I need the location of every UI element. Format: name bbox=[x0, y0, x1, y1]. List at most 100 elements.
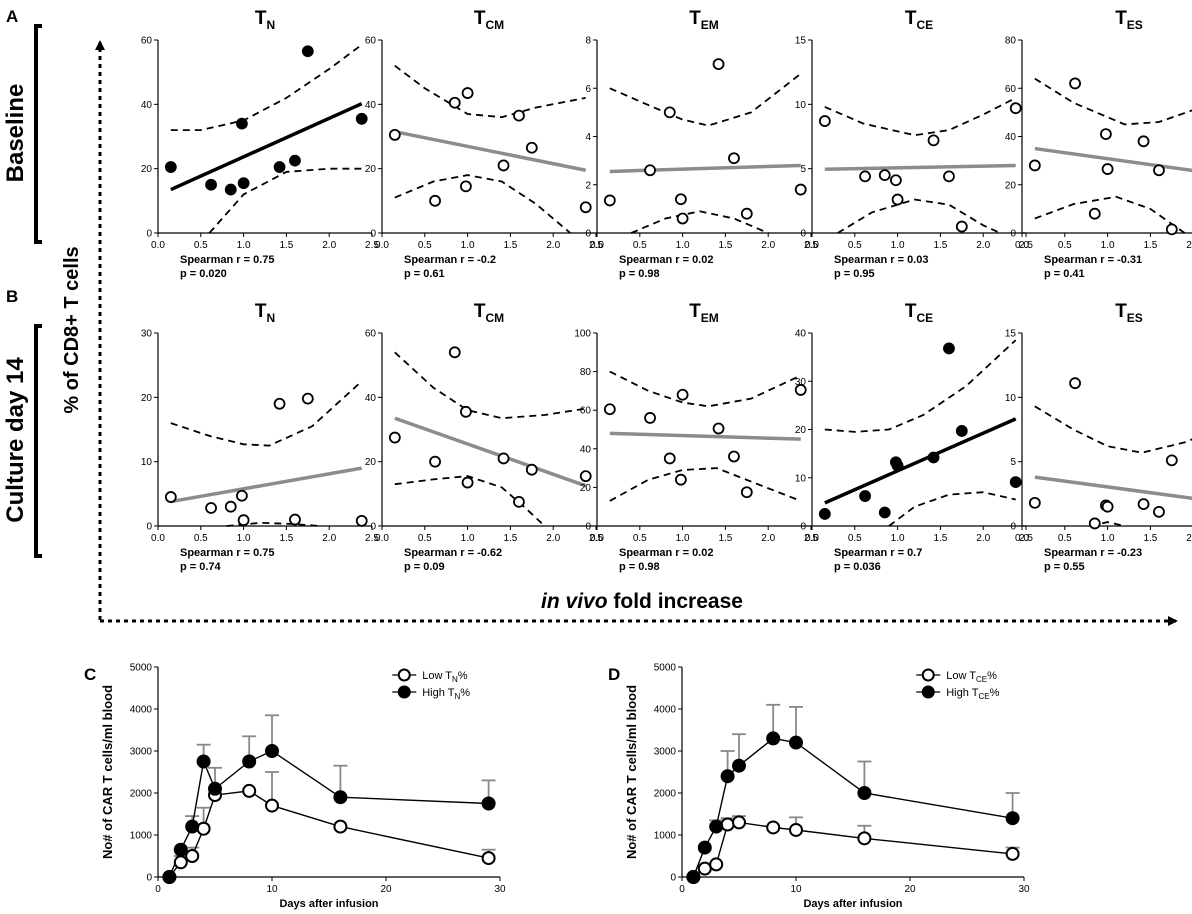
chart-title-sub: N bbox=[266, 18, 275, 32]
x-tick-label: 2.0 bbox=[1186, 240, 1192, 251]
x-tick-label: 0.0 bbox=[1015, 240, 1029, 251]
legend-sub: N bbox=[454, 692, 460, 701]
x-tick-label: 0.0 bbox=[590, 533, 604, 544]
x-tick-label: 1.5 bbox=[933, 533, 947, 544]
data-point bbox=[1028, 496, 1041, 509]
scatter-A-TCE: TCE 0 5 10 15 0.0 0.5 1.0 1.5 2.0 2.5 Spearman r = … bbox=[795, 8, 1034, 280]
legend-sub: CE bbox=[976, 675, 987, 684]
legend-main: High T bbox=[946, 687, 978, 699]
linechart-D: 0 1000 2000 3000 4000 5000 0 10 20 30 Days after i… bbox=[624, 663, 1030, 911]
y-tick-label: 4 bbox=[585, 132, 591, 143]
fit-line bbox=[1034, 475, 1192, 501]
chart-title-main: T bbox=[689, 8, 701, 29]
x-tick-label: 2.0 bbox=[546, 533, 560, 544]
data-point bbox=[818, 115, 831, 127]
data-point bbox=[676, 212, 689, 225]
data-point bbox=[208, 781, 222, 796]
y-tick-label: 0 bbox=[800, 229, 806, 240]
series-line-high bbox=[168, 750, 489, 878]
data-point bbox=[196, 821, 211, 836]
baseline-bracket bbox=[34, 24, 42, 244]
x-tick-label: 1.0 bbox=[237, 533, 251, 544]
p-value-label: p = 0.036 bbox=[834, 561, 881, 573]
legend-suffix: % bbox=[460, 687, 470, 699]
data-point bbox=[164, 161, 177, 173]
fit-line bbox=[394, 416, 587, 488]
x-axis-title: Days after infusion bbox=[279, 898, 378, 910]
chart-title: TES bbox=[1115, 8, 1143, 32]
chart-title: TCM bbox=[474, 8, 504, 32]
data-point bbox=[644, 164, 656, 177]
chart-title: TCE bbox=[905, 301, 933, 325]
ci-lower-line bbox=[630, 210, 769, 234]
scatter-A-TES: TES 0 20 40 60 80 0.0 0.5 1.0 1.5 2.0 2.5 Spearman r… bbox=[1005, 8, 1192, 280]
p-value-label: p = 0.74 bbox=[180, 561, 222, 573]
data-point bbox=[481, 851, 496, 866]
data-point bbox=[712, 58, 725, 71]
data-point bbox=[789, 735, 803, 750]
data-point bbox=[289, 154, 301, 167]
chart-title-sub: CE bbox=[916, 18, 933, 32]
y-tick-label: 2 bbox=[585, 180, 591, 191]
data-point bbox=[461, 476, 474, 489]
data-point bbox=[237, 514, 250, 527]
fit-line bbox=[170, 466, 363, 504]
data-point bbox=[1069, 377, 1081, 390]
x-tick-label: 0.5 bbox=[418, 240, 432, 251]
legend-main: Low T bbox=[422, 670, 452, 682]
data-point bbox=[663, 452, 676, 465]
data-point bbox=[205, 502, 217, 514]
legend-label: High TCE% bbox=[946, 687, 999, 701]
legend-sub: CE bbox=[978, 692, 989, 701]
x-tick-label: 0.0 bbox=[1015, 533, 1029, 544]
legend-marker bbox=[397, 685, 411, 699]
data-point bbox=[857, 831, 872, 846]
data-point bbox=[224, 183, 237, 196]
chart-title-main: T bbox=[1115, 301, 1127, 322]
y-tick-label: 0 bbox=[800, 522, 806, 533]
data-point bbox=[459, 180, 472, 193]
fit-line bbox=[394, 129, 587, 172]
data-point bbox=[732, 758, 746, 773]
data-point bbox=[1165, 223, 1178, 236]
data-point bbox=[603, 194, 616, 207]
x-tick-label: 2.5 bbox=[1019, 240, 1033, 251]
y-tick-label: 0 bbox=[370, 522, 376, 533]
data-point bbox=[1005, 811, 1020, 826]
data-point bbox=[461, 87, 474, 99]
y-tick-label: 20 bbox=[365, 164, 377, 175]
y-tick-label: 4000 bbox=[654, 705, 677, 716]
data-point bbox=[674, 193, 687, 206]
x-tick-label: 2.0 bbox=[322, 533, 336, 544]
data-point bbox=[728, 450, 740, 463]
chart-title-sub: N bbox=[266, 311, 275, 325]
data-point bbox=[459, 405, 472, 418]
data-point bbox=[1028, 159, 1041, 172]
data-point bbox=[525, 463, 538, 476]
series-line-low bbox=[692, 821, 1013, 878]
data-point bbox=[712, 422, 725, 435]
linechart-C: 0 1000 2000 3000 4000 5000 0 10 20 30 Days after i… bbox=[100, 663, 506, 911]
y-tick-label: 0 bbox=[146, 229, 152, 240]
legend-main: High T bbox=[422, 687, 454, 699]
data-point bbox=[579, 201, 592, 214]
y-tick-label: 5000 bbox=[130, 663, 153, 674]
y-tick-label: 10 bbox=[795, 100, 807, 111]
data-point bbox=[740, 207, 753, 220]
data-point bbox=[301, 45, 314, 58]
legend-suffix: % bbox=[990, 687, 1000, 699]
x-tick-label: 0.5 bbox=[194, 240, 208, 251]
legend-label: Low TCE% bbox=[946, 670, 997, 684]
x-tick-label: 1.5 bbox=[718, 533, 732, 544]
data-point bbox=[859, 490, 871, 502]
y-tick-label: 40 bbox=[580, 444, 592, 455]
x-tick-label: 2.5 bbox=[365, 240, 379, 251]
y-tick-label: 40 bbox=[1005, 132, 1017, 143]
x-tick-label: 0.5 bbox=[418, 533, 432, 544]
x-tick-label: 0 bbox=[155, 884, 161, 895]
chart-title-sub: CM bbox=[485, 18, 504, 32]
ci-upper-line bbox=[824, 339, 1017, 433]
y-tick-label: 40 bbox=[365, 393, 377, 404]
